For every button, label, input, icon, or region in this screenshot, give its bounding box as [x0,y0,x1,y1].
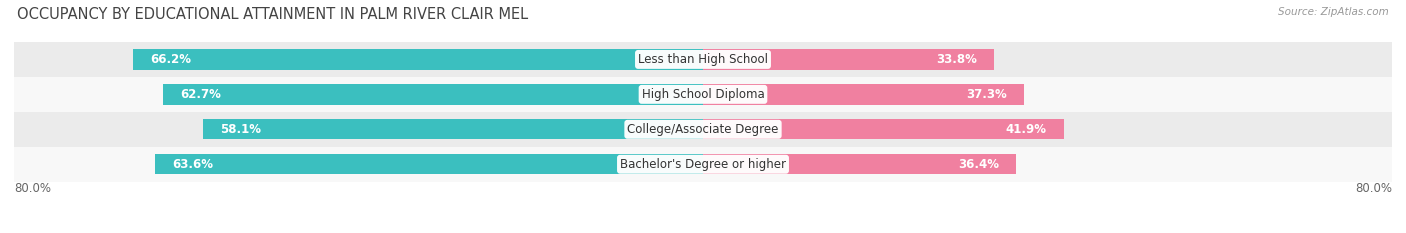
Bar [155,154,703,174]
Text: 66.2%: 66.2% [150,53,191,66]
Bar [703,84,1024,105]
Bar [14,147,1392,182]
Bar [14,77,1392,112]
Bar [14,112,1392,147]
Legend: Owner-occupied, Renter-occupied: Owner-occupied, Renter-occupied [579,230,827,233]
Bar [703,154,1017,174]
Text: 58.1%: 58.1% [219,123,262,136]
Bar [703,49,994,69]
Text: 62.7%: 62.7% [180,88,221,101]
Text: 36.4%: 36.4% [959,158,1000,171]
Bar [703,119,1064,139]
Text: College/Associate Degree: College/Associate Degree [627,123,779,136]
Text: Source: ZipAtlas.com: Source: ZipAtlas.com [1278,7,1389,17]
Bar [202,119,703,139]
Bar [14,42,1392,77]
Text: OCCUPANCY BY EDUCATIONAL ATTAINMENT IN PALM RIVER CLAIR MEL: OCCUPANCY BY EDUCATIONAL ATTAINMENT IN P… [17,7,529,22]
Text: 37.3%: 37.3% [966,88,1007,101]
Text: 80.0%: 80.0% [1355,182,1392,195]
Bar [163,84,703,105]
Text: 33.8%: 33.8% [936,53,977,66]
Text: 41.9%: 41.9% [1005,123,1046,136]
Text: Less than High School: Less than High School [638,53,768,66]
Text: 80.0%: 80.0% [14,182,51,195]
Bar [134,49,703,69]
Text: Bachelor's Degree or higher: Bachelor's Degree or higher [620,158,786,171]
Text: 63.6%: 63.6% [173,158,214,171]
Text: High School Diploma: High School Diploma [641,88,765,101]
